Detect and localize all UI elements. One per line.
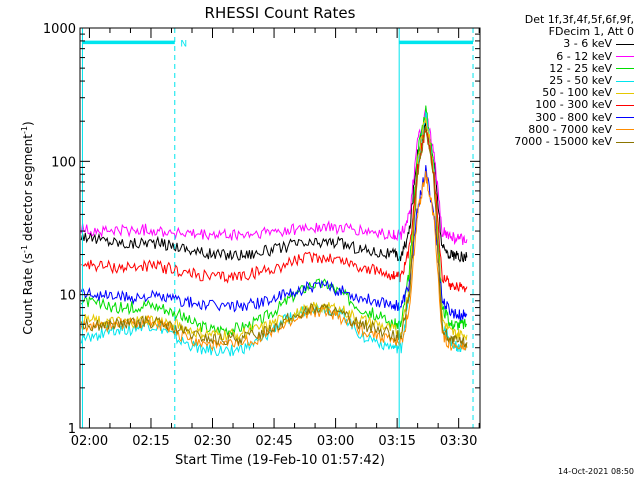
series-line-7 — [80, 165, 468, 322]
legend-swatch — [616, 141, 634, 143]
legend-item-6: 100 - 300 keV — [484, 99, 634, 111]
series-line-9 — [80, 126, 468, 349]
x-tick-label-0215: 02:15 — [132, 434, 169, 449]
x-tick-label-0330: 03:30 — [440, 434, 477, 449]
legend-swatch — [616, 68, 634, 70]
x-tick-label-0200: 02:00 — [71, 434, 108, 449]
legend-item-5: 50 - 100 keV — [484, 87, 634, 99]
legend-item-label: 3 - 6 keV — [563, 37, 612, 51]
x-axis-label: Start Time (19-Feb-10 01:57:42) — [175, 453, 385, 468]
y-tick-label-1: 1 — [68, 422, 76, 437]
legend-item-label: 12 - 25 keV — [549, 61, 612, 75]
series-line-1 — [80, 120, 468, 263]
legend-item-1: 3 - 6 keV — [484, 38, 634, 50]
legend-swatch — [616, 92, 634, 94]
legend-item-label: 800 - 7000 keV — [528, 122, 612, 136]
legend-swatch — [616, 56, 634, 58]
series-line-8 — [80, 170, 468, 352]
legend-item-label: 7000 - 15000 keV — [514, 135, 612, 149]
legend-header-line-1: Det 1f,3f,4f,5f,6f,9f, — [524, 13, 634, 26]
series-line-2 — [80, 107, 468, 246]
legend: Det 1f,3f,4f,5f,6f,9f, FDecim 1, Att 0 3… — [484, 13, 634, 149]
legend-swatch — [616, 80, 634, 82]
legend-item-9: 7000 - 15000 keV — [484, 135, 634, 149]
legend-item-label: 50 - 100 keV — [542, 86, 612, 100]
legend-item-7: 300 - 800 keV — [484, 110, 634, 124]
legend-item-3: 12 - 25 keV — [484, 61, 634, 75]
y-tick-label-100: 100 — [51, 155, 76, 170]
x-tick-label-0300: 03:00 — [317, 434, 354, 449]
legend-swatch — [616, 105, 634, 107]
legend-header-line-2: FDecim 1, Att 0 — [548, 25, 634, 39]
x-tick-label-0315: 03:15 — [378, 434, 415, 449]
legend-item-label: 100 - 300 keV — [535, 98, 612, 112]
legend-item-4: 25 - 50 keV — [484, 74, 634, 88]
x-tick-label-0245: 02:45 — [255, 434, 292, 449]
legend-item-label: 300 - 800 keV — [535, 110, 612, 124]
y-tick-label-1000: 1000 — [43, 22, 76, 37]
y-axis-label: Count Rate (s-1 detector segment-1) — [20, 121, 35, 334]
y-tick-label-10: 10 — [59, 289, 76, 304]
legend-item-label: 6 - 12 keV — [556, 49, 612, 63]
legend-swatch — [616, 129, 634, 131]
legend-item-2: 6 - 12 keV — [484, 49, 634, 63]
x-tick-label-0230: 02:30 — [194, 434, 231, 449]
series-line-3 — [80, 105, 467, 338]
legend-item-label: 25 - 50 keV — [549, 74, 612, 88]
chart-title: RHESSI Count Rates — [205, 4, 356, 22]
plot-frame — [79, 27, 481, 429]
legend-swatch — [616, 44, 634, 45]
marker-label-n: N — [180, 39, 187, 49]
legend-item-8: 800 - 7000 keV — [484, 122, 634, 136]
legend-swatch — [616, 117, 634, 119]
footer-date: 14-Oct-2021 08:50 — [558, 467, 634, 476]
series-line-6 — [81, 129, 468, 293]
